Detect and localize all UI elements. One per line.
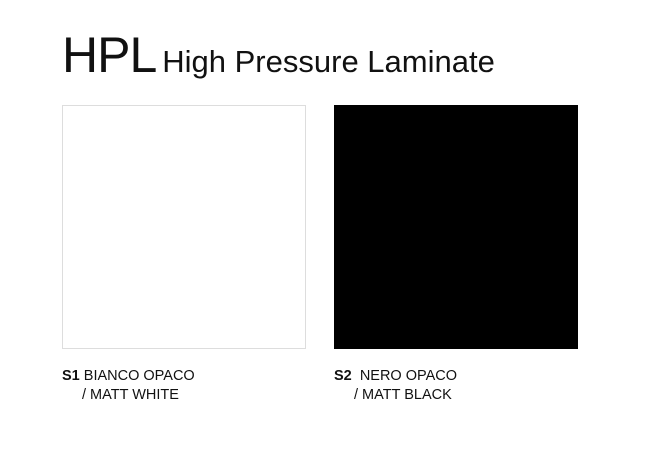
swatch-translation: / MATT BLACK	[354, 387, 452, 403]
title-code: HPL	[62, 27, 157, 83]
swatch-matt-black	[334, 105, 578, 349]
swatch-translation: / MATT WHITE	[82, 387, 179, 403]
swatch-code: S2	[334, 368, 352, 384]
swatch-caption-s2: S2 NERO OPACO / MATT BLACK	[334, 367, 457, 405]
swatch-name: NERO OPACO	[359, 368, 458, 384]
swatch-code: S1	[62, 368, 80, 384]
swatch-name: BIANCO OPACO	[83, 368, 195, 384]
swatch-caption-s1: S1 BIANCO OPACO / MATT WHITE	[62, 367, 195, 405]
swatch-matt-white	[62, 105, 306, 349]
page-title: HPL High Pressure Laminate	[62, 26, 495, 84]
title-subtitle: High Pressure Laminate	[162, 44, 495, 79]
